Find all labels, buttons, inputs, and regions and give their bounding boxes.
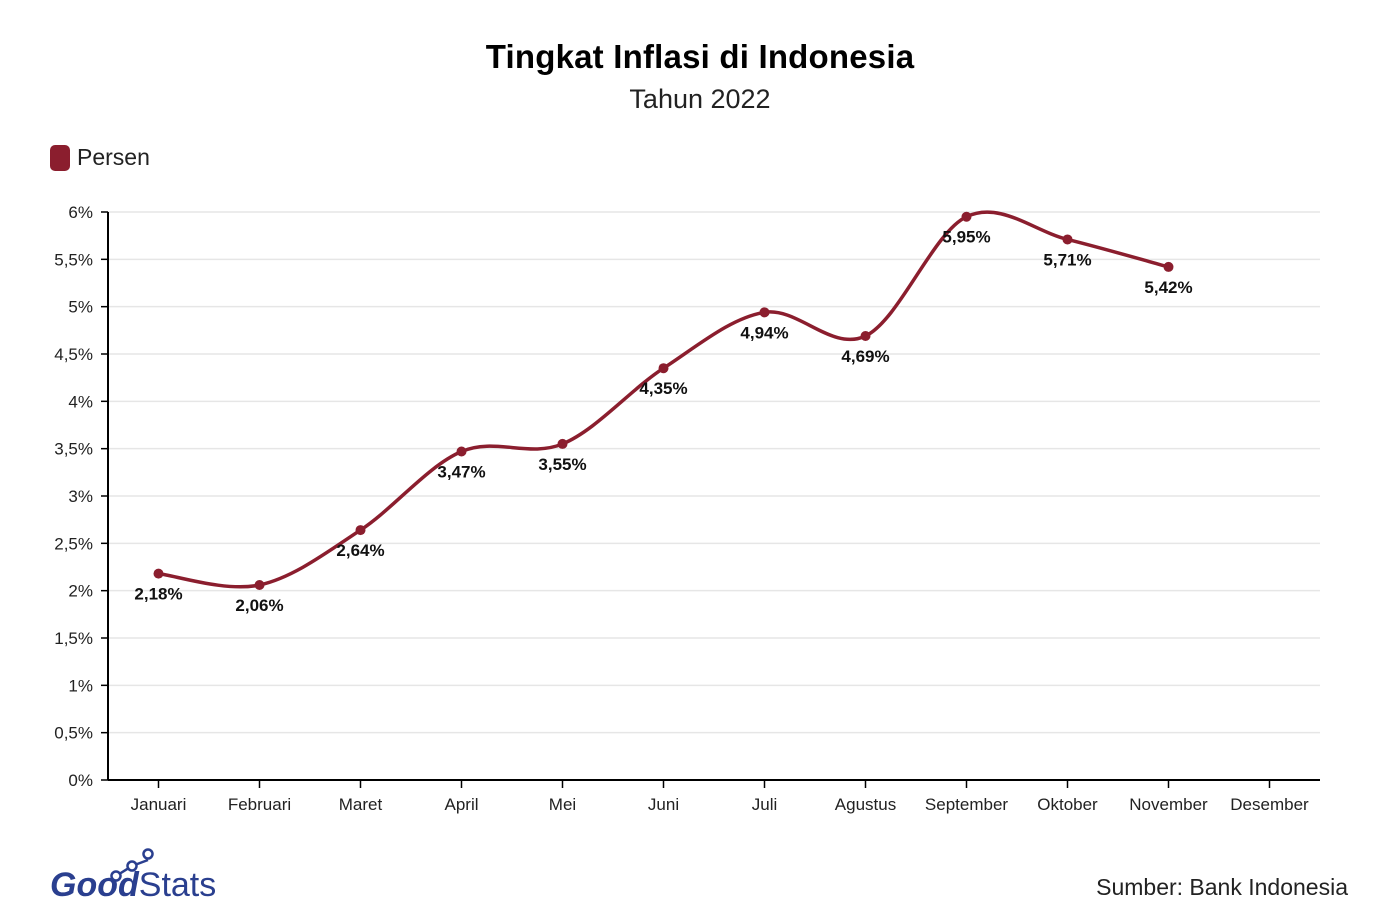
goodstats-logo: GoodStats	[50, 848, 216, 902]
y-tick-label: 1%	[68, 676, 93, 695]
data-label: 2,64%	[336, 541, 384, 560]
x-tick-label: November	[1129, 795, 1208, 814]
x-tick-label: Januari	[131, 795, 187, 814]
y-tick-label: 6%	[68, 203, 93, 222]
x-tick-label: Februari	[228, 795, 291, 814]
y-tick-label: 4,5%	[54, 345, 93, 364]
y-tick-label: 5%	[68, 298, 93, 317]
x-tick-label: Agustus	[835, 795, 896, 814]
data-point	[456, 446, 467, 457]
y-tick-label: 0,5%	[54, 724, 93, 743]
y-tick-label: 3,5%	[54, 440, 93, 459]
legend-label: Persen	[77, 144, 150, 170]
data-point	[1062, 234, 1073, 245]
data-label: 5,95%	[942, 228, 990, 247]
data-point	[153, 568, 164, 579]
x-tick-label: Juni	[648, 795, 679, 814]
data-label: 4,94%	[740, 323, 788, 342]
data-label: 4,35%	[639, 379, 687, 398]
y-tick-label: 4%	[68, 392, 93, 411]
x-tick-label: April	[444, 795, 478, 814]
source-note: Sumber: Bank Indonesia	[1096, 874, 1348, 900]
y-tick-label: 2%	[68, 582, 93, 601]
data-label: 4,69%	[841, 347, 889, 366]
x-tick-label: Mei	[549, 795, 576, 814]
data-point	[355, 525, 366, 536]
data-point	[961, 211, 972, 222]
y-tick-label: 5,5%	[54, 250, 93, 269]
chart-title: Tingkat Inflasi di Indonesia	[485, 38, 915, 75]
data-label: 3,55%	[538, 455, 586, 474]
data-point	[1163, 261, 1174, 272]
data-point	[759, 307, 770, 318]
y-tick-label: 3%	[68, 487, 93, 506]
y-tick-label: 2,5%	[54, 534, 93, 553]
x-tick-label: September	[925, 795, 1008, 814]
legend-swatch	[50, 144, 70, 171]
logo-wordmark: GoodStats	[50, 866, 216, 902]
data-label: 5,42%	[1144, 278, 1192, 297]
x-tick-label: Juli	[752, 795, 778, 814]
series-line	[156, 210, 1171, 589]
data-point	[860, 331, 871, 342]
legend: Persen	[50, 144, 150, 171]
x-tick-label: Oktober	[1037, 795, 1098, 814]
data-label: 3,47%	[437, 463, 485, 482]
chart-subtitle: Tahun 2022	[629, 84, 771, 114]
data-point	[557, 438, 568, 449]
data-label: 2,06%	[235, 596, 283, 615]
y-tick-label: 0%	[68, 771, 93, 790]
data-point	[254, 579, 265, 590]
y-tick-label: 1,5%	[54, 629, 93, 648]
x-tick-label: Desember	[1230, 795, 1309, 814]
data-point	[658, 363, 669, 374]
logo-chart-icon	[110, 848, 154, 882]
data-label: 2,18%	[134, 585, 182, 604]
data-label: 5,71%	[1043, 250, 1091, 269]
x-tick-label: Maret	[339, 795, 383, 814]
